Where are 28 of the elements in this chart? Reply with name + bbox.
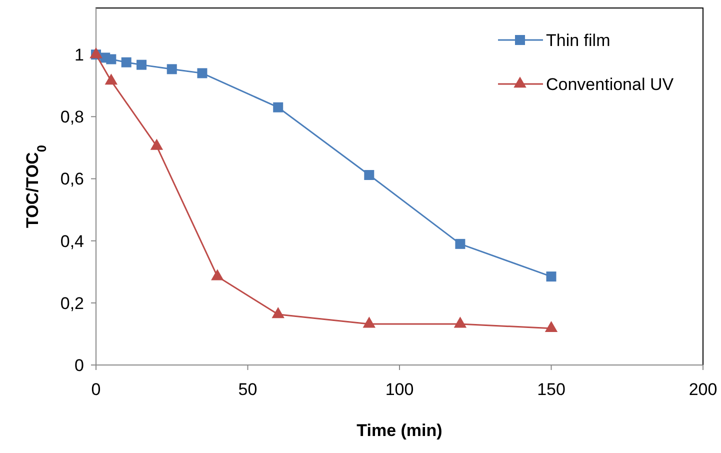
y-tick-label: 0,2 bbox=[60, 294, 84, 313]
point bbox=[150, 138, 164, 150]
point bbox=[121, 57, 132, 68]
point bbox=[272, 307, 284, 318]
y-tick-label: 0 bbox=[74, 356, 84, 375]
point bbox=[136, 60, 147, 70]
y-tick-label: 0,6 bbox=[60, 170, 84, 189]
x-tick-label: 50 bbox=[238, 380, 258, 399]
x-tick-label: 100 bbox=[385, 380, 414, 399]
point bbox=[166, 64, 177, 74]
point bbox=[211, 269, 224, 280]
x-tick-label: 0 bbox=[91, 380, 101, 399]
point bbox=[197, 68, 208, 78]
x-tick-label: 200 bbox=[688, 380, 718, 399]
legend-label: Conventional UV bbox=[546, 74, 674, 94]
point bbox=[273, 102, 284, 112]
legend-label: Thin film bbox=[546, 30, 610, 50]
point bbox=[544, 321, 558, 332]
x-axis-title: Time (min) bbox=[356, 421, 442, 440]
x-tick-label: 150 bbox=[537, 380, 566, 399]
point bbox=[106, 54, 116, 64]
point bbox=[362, 316, 376, 328]
y-tick-label: 1 bbox=[74, 46, 84, 65]
point bbox=[454, 316, 467, 328]
y-tick-label: 0,8 bbox=[60, 108, 84, 127]
y-tick-label: 0,4 bbox=[60, 232, 84, 251]
point bbox=[364, 170, 374, 180]
point bbox=[455, 238, 466, 249]
